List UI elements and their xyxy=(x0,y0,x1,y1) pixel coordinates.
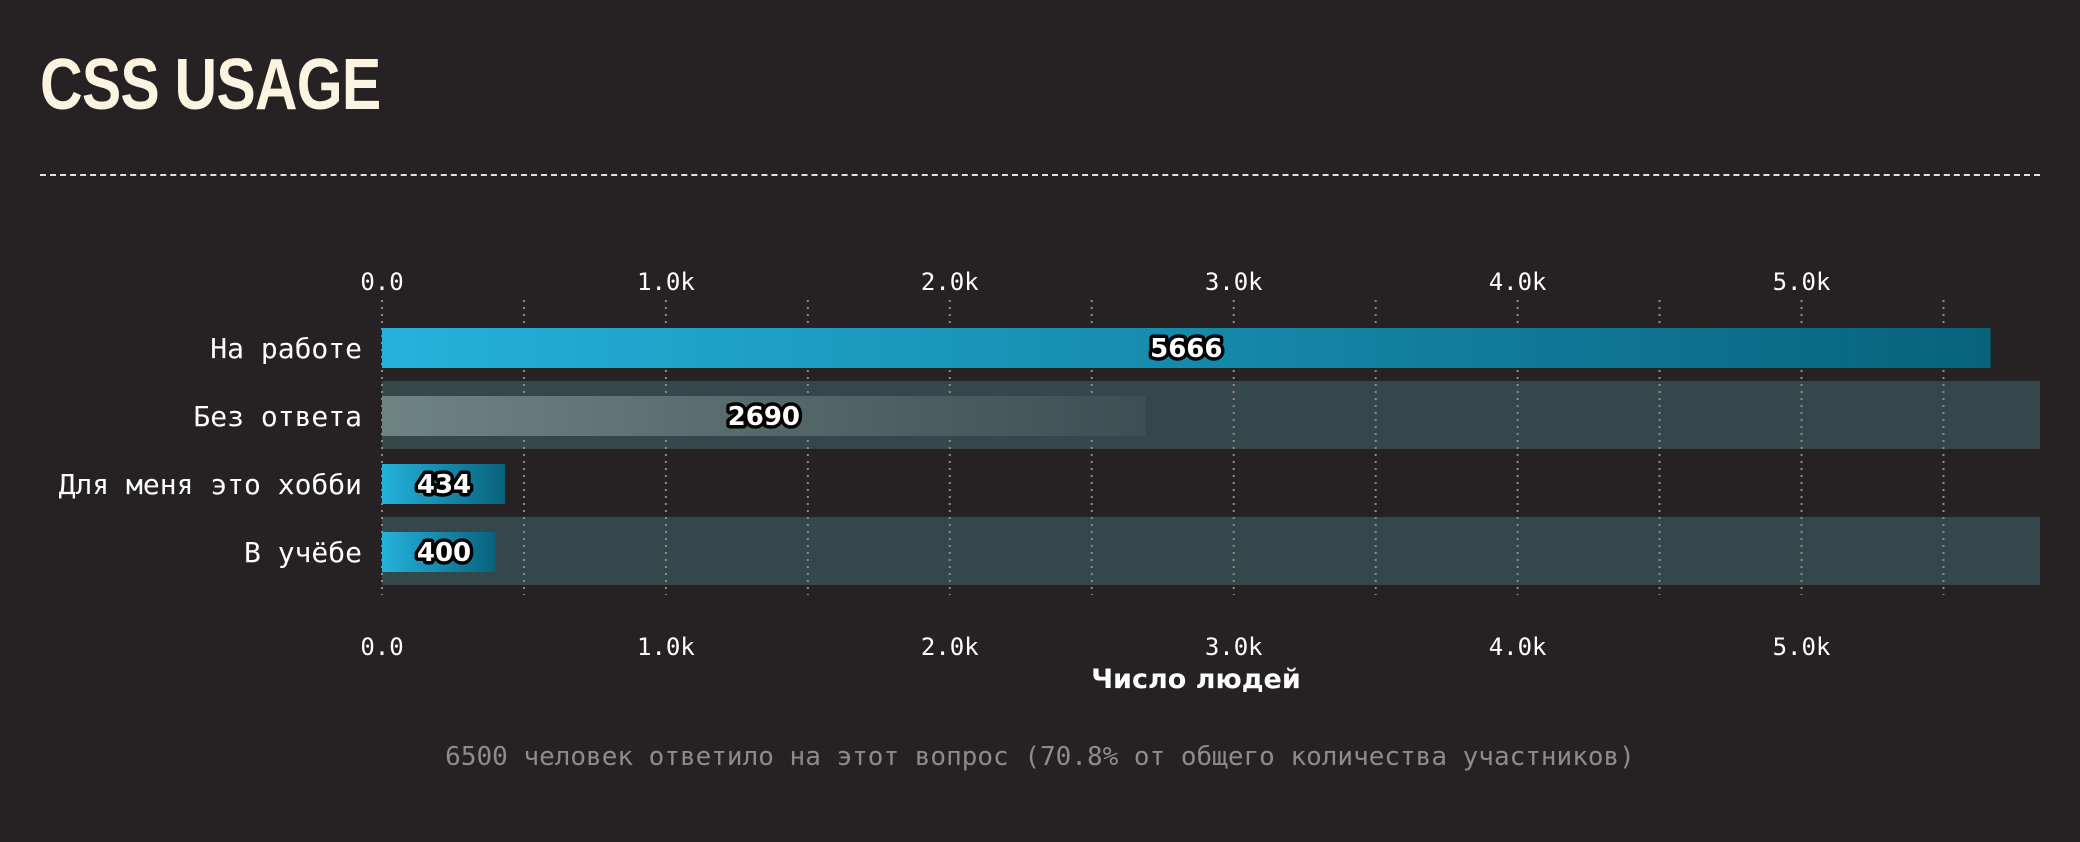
title-divider xyxy=(40,174,2040,176)
x-tick-label-top: 2.0k xyxy=(921,268,979,296)
bar xyxy=(382,464,506,504)
x-tick-label-bottom: 0.0 xyxy=(360,633,403,661)
x-tick-label-top: 1.0k xyxy=(637,268,695,296)
bar xyxy=(382,328,1991,368)
category-label: В учёбе xyxy=(244,536,362,569)
x-tick-label-top: 5.0k xyxy=(1773,268,1831,296)
x-tick-label-bottom: 4.0k xyxy=(1489,633,1547,661)
footer-note: 6500 человек ответило на этот вопрос (70… xyxy=(445,742,1635,772)
category-labels: На работе Без ответа Для меня это хобби В у… xyxy=(59,332,362,569)
bar xyxy=(382,396,1146,436)
x-tick-label-bottom: 3.0k xyxy=(1205,633,1263,661)
x-axis-title: Число людей xyxy=(1091,664,1301,695)
row-band xyxy=(382,517,2040,585)
bar xyxy=(382,532,496,572)
value-label: 400 xyxy=(417,538,471,568)
tick-labels: 0.0 0.0 1.0k 1.0k 2.0k 2.0k 3.0k 3.0k 4.0k 4.0k 5.… xyxy=(360,268,1831,661)
category-label: Без ответа xyxy=(193,400,362,433)
x-tick-label-top: 0.0 xyxy=(360,268,403,296)
value-label: 5666 xyxy=(1150,334,1222,364)
x-tick-label-top: 4.0k xyxy=(1489,268,1547,296)
bars xyxy=(382,328,1991,572)
value-label: 434 xyxy=(417,470,471,500)
value-label: 2690 xyxy=(728,402,800,432)
category-label: Для меня это хобби xyxy=(59,468,362,501)
page-title: CSS USAGE xyxy=(40,45,381,125)
bar-chart: 0.0 0.0 1.0k 1.0k 2.0k 2.0k 3.0k 3.0k 4.0k 4.0k 5.… xyxy=(59,268,2040,695)
x-tick-label-bottom: 5.0k xyxy=(1773,633,1831,661)
x-tick-label-bottom: 2.0k xyxy=(921,633,979,661)
x-tick-label-top: 3.0k xyxy=(1205,268,1263,296)
row-bands xyxy=(382,381,2040,585)
x-tick-label-bottom: 1.0k xyxy=(637,633,695,661)
category-label: На работе xyxy=(210,332,362,365)
value-labels: 5666 2690 434 400 xyxy=(413,331,1226,572)
